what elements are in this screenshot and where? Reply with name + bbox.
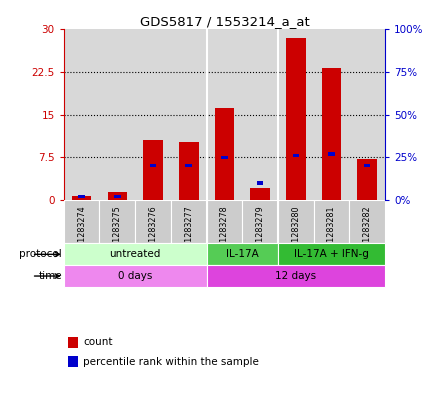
Bar [114,195,121,198]
Text: GSM1283279: GSM1283279 [256,205,264,259]
Bar [250,187,270,200]
Bar [322,68,341,200]
Bar [364,164,370,167]
Text: percentile rank within the sample: percentile rank within the sample [83,357,259,367]
Bar [278,200,314,244]
Bar [278,244,385,265]
Bar [107,191,127,200]
Text: 0 days: 0 days [118,271,152,281]
Text: GSM1283277: GSM1283277 [184,205,193,259]
Text: GSM1283275: GSM1283275 [113,205,122,259]
Text: time: time [39,271,62,281]
Bar [171,200,206,244]
Text: untreated: untreated [110,249,161,259]
Bar [186,164,192,167]
Text: GSM1283281: GSM1283281 [327,205,336,259]
Bar [78,195,85,198]
Bar [221,156,227,159]
Bar [206,244,278,265]
Bar [64,200,99,244]
Bar [206,200,242,244]
Bar [179,142,198,200]
Bar [72,196,92,200]
Title: GDS5817 / 1553214_a_at: GDS5817 / 1553214_a_at [139,15,309,28]
Text: 12 days: 12 days [275,271,316,281]
Text: GSM1283280: GSM1283280 [291,205,300,259]
Bar [286,38,306,200]
Bar [257,182,263,185]
Text: GSM1283278: GSM1283278 [220,205,229,259]
Bar [328,152,335,156]
Text: protocol: protocol [19,249,62,259]
Bar [349,200,385,244]
Text: GSM1283276: GSM1283276 [149,205,158,259]
Bar [99,200,135,244]
Bar [242,200,278,244]
Bar [293,154,299,157]
Text: count: count [83,337,113,347]
Text: GSM1283274: GSM1283274 [77,205,86,259]
Bar [64,265,206,287]
Bar [206,265,385,287]
Text: IL-17A: IL-17A [226,249,259,259]
Bar [143,140,163,200]
Text: GSM1283282: GSM1283282 [363,205,372,259]
Bar [64,244,206,265]
Text: IL-17A + IFN-g: IL-17A + IFN-g [294,249,369,259]
Bar [150,164,156,167]
Bar [314,200,349,244]
Bar [135,200,171,244]
Bar [215,108,234,200]
Bar [357,159,377,200]
